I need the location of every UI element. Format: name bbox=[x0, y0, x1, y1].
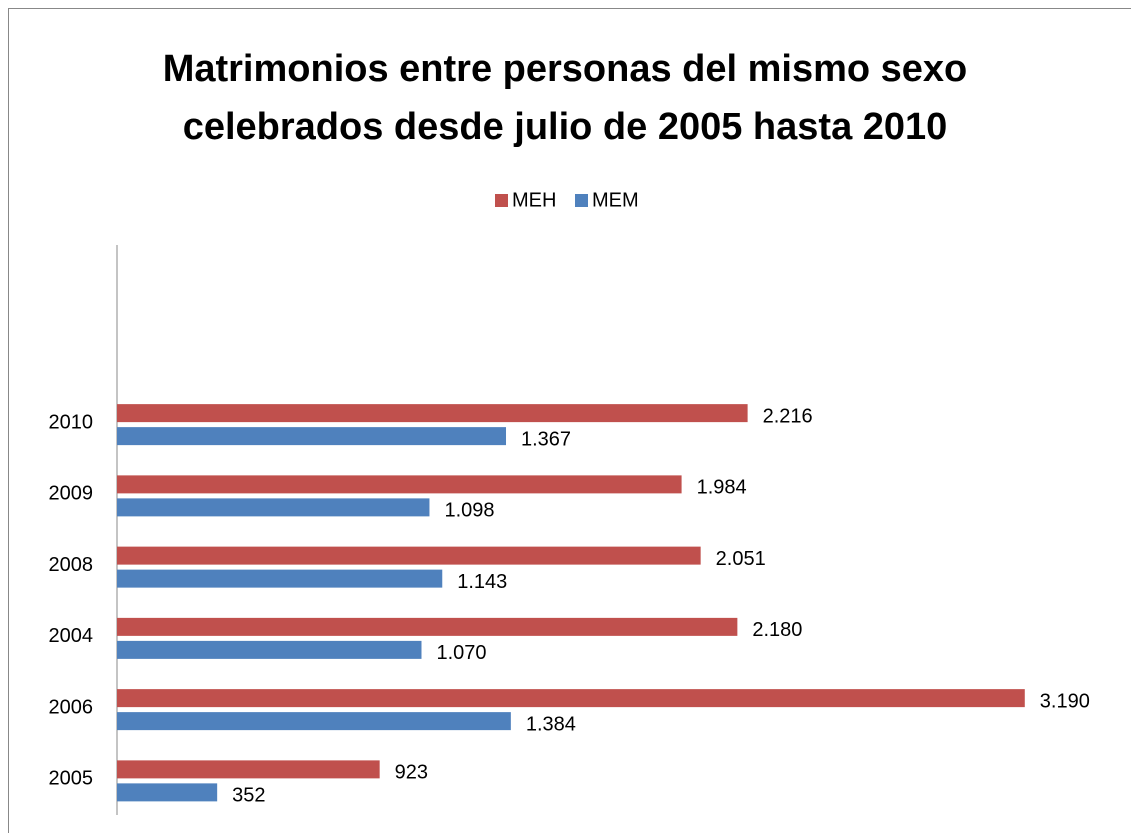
legend-swatch bbox=[495, 194, 508, 207]
bar bbox=[117, 760, 380, 779]
data-label: 923 bbox=[395, 762, 428, 784]
legend-swatch bbox=[575, 194, 588, 207]
bar bbox=[117, 475, 682, 494]
data-label: 1.384 bbox=[526, 713, 576, 735]
bar bbox=[117, 689, 1025, 708]
data-label: 1.070 bbox=[436, 642, 486, 664]
bar bbox=[117, 427, 507, 446]
data-label: 3.190 bbox=[1040, 690, 1090, 712]
data-label: 2.051 bbox=[716, 548, 766, 570]
y-tick-label: 2008 bbox=[49, 554, 94, 576]
bar bbox=[117, 640, 422, 659]
bar bbox=[117, 617, 738, 636]
data-label: 1.984 bbox=[697, 477, 747, 499]
data-label: 1.143 bbox=[457, 571, 507, 593]
data-label: 1.098 bbox=[444, 500, 494, 522]
bar bbox=[117, 404, 748, 423]
data-label: 352 bbox=[232, 785, 265, 807]
y-tick-label: 2005 bbox=[49, 768, 94, 790]
chart-frame bbox=[8, 8, 1131, 833]
bar bbox=[117, 712, 511, 731]
bar bbox=[117, 498, 430, 517]
data-label: 2.180 bbox=[752, 619, 802, 641]
chart-title: Matrimonios entre personas del mismo sex… bbox=[162, 48, 968, 148]
bar bbox=[117, 783, 218, 802]
y-tick-label: 2004 bbox=[49, 625, 94, 647]
bar bbox=[117, 546, 701, 565]
data-label: 1.367 bbox=[521, 428, 571, 450]
legend-label: MEH bbox=[512, 189, 556, 211]
y-tick-label: 2009 bbox=[49, 483, 94, 505]
legend-label: MEM bbox=[592, 189, 639, 211]
y-tick-label: 2006 bbox=[49, 696, 94, 718]
data-label: 2.216 bbox=[763, 405, 813, 427]
bar bbox=[117, 569, 443, 588]
y-tick-label: 2010 bbox=[49, 411, 94, 433]
